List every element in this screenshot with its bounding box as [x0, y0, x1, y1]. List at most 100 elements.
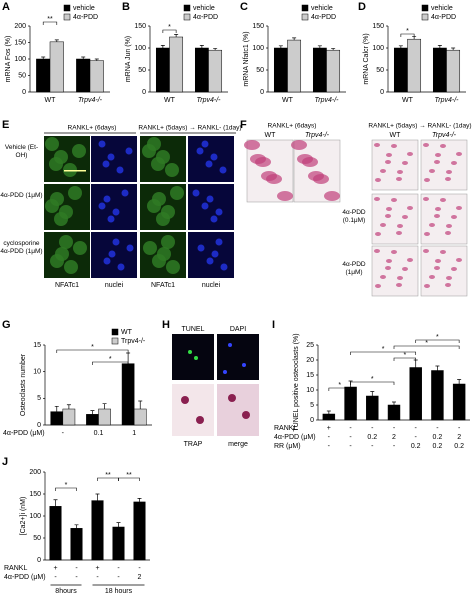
error-bar — [54, 39, 59, 42]
significance-bracket — [400, 33, 415, 37]
bar — [121, 363, 135, 426]
y-tick-label: 0 — [37, 557, 41, 564]
cell — [165, 163, 179, 177]
y-tick-label: 5 — [310, 402, 314, 409]
column-label: NFATc1 — [55, 282, 79, 289]
cell — [112, 238, 120, 246]
bar — [133, 408, 147, 426]
cell — [397, 224, 403, 228]
cell — [456, 258, 462, 262]
error-bar — [54, 405, 59, 412]
cell — [397, 276, 403, 280]
panel-label: D — [358, 1, 366, 13]
row-value: 0.2 — [367, 434, 377, 441]
significance-mark: * — [338, 382, 341, 389]
row-value: - — [349, 443, 352, 450]
cell — [440, 144, 446, 148]
legend-swatch — [183, 13, 191, 21]
significance-mark: * — [406, 28, 409, 35]
column-label: nuclei — [202, 282, 221, 289]
cell — [456, 206, 462, 210]
significance-bracket — [56, 349, 129, 353]
panel-label: H — [162, 319, 170, 331]
x-axis-title: 4α-PDD (μM) — [3, 430, 45, 437]
cell — [108, 250, 116, 258]
y-tick-label: 15 — [33, 342, 41, 349]
group-label: 18 hours — [105, 588, 133, 595]
cell — [72, 144, 86, 158]
cell — [103, 195, 111, 203]
cell — [143, 241, 157, 255]
cell — [103, 257, 111, 265]
significance-mark: * — [91, 344, 94, 351]
significance-mark: ** — [105, 472, 111, 479]
panel-label: B — [122, 1, 130, 13]
error-bar — [437, 45, 442, 48]
cell — [434, 160, 440, 164]
cell — [50, 254, 64, 268]
error-bar — [137, 498, 142, 502]
y-tick-label: 0 — [260, 89, 264, 96]
cell — [451, 215, 457, 219]
error-bar — [53, 499, 58, 507]
significance-mark: * — [371, 376, 374, 383]
y-tick-label: 100 — [134, 45, 146, 52]
cell — [386, 153, 392, 157]
y-tick-label: 100 — [29, 513, 41, 520]
cell — [386, 259, 392, 263]
y-tick-label: 150 — [29, 491, 41, 498]
y-axis-title: mRNA Jun (%) — [125, 36, 132, 82]
cell — [223, 370, 227, 374]
bar — [409, 367, 422, 421]
cell — [45, 137, 59, 151]
significance-bracket — [328, 387, 351, 391]
cell — [161, 235, 175, 249]
row-value: + — [95, 565, 99, 572]
cell — [126, 244, 134, 252]
cell — [446, 170, 452, 174]
y-tick-label: 10 — [306, 387, 314, 394]
cell — [375, 284, 381, 288]
x-tick-label: 1 — [132, 430, 136, 437]
row-value: - — [54, 574, 57, 581]
y-tick-label: 20 — [306, 357, 314, 364]
cell — [142, 144, 156, 158]
bar — [387, 404, 401, 421]
row-value: - — [117, 565, 120, 572]
cell — [385, 160, 391, 164]
error-bar — [160, 45, 165, 48]
image-label: TUNEL — [182, 326, 205, 333]
bar — [452, 383, 466, 421]
legend-swatch — [111, 337, 119, 345]
significance-mark: * — [168, 24, 171, 31]
cell — [215, 238, 223, 246]
row-value: + — [327, 425, 331, 432]
row-label: 4α-PDD (μM) — [4, 574, 46, 581]
cell — [375, 178, 381, 182]
significance-bracket — [118, 477, 140, 481]
micrograph — [420, 245, 468, 297]
legend-label: 4α-PDD — [431, 14, 456, 21]
cell — [397, 170, 403, 174]
cell — [402, 267, 408, 271]
bar — [322, 413, 336, 421]
cell — [211, 250, 219, 258]
error-bar — [451, 47, 456, 51]
legend-swatch — [183, 4, 191, 12]
bar — [49, 41, 64, 93]
cell — [435, 207, 441, 211]
bar — [70, 528, 83, 561]
micrograph — [91, 184, 137, 230]
row-value: - — [328, 443, 331, 450]
cell — [385, 266, 391, 270]
micrograph — [91, 136, 137, 182]
cell — [440, 250, 446, 254]
cell — [374, 143, 380, 147]
row-label-box: 4α-PDD (1μM) — [342, 261, 365, 276]
row-label: RANKL — [274, 425, 297, 432]
y-tick-label: 50 — [138, 67, 146, 74]
cell — [324, 191, 340, 201]
cell — [440, 198, 446, 202]
cell — [220, 263, 228, 271]
micrograph — [217, 384, 259, 436]
